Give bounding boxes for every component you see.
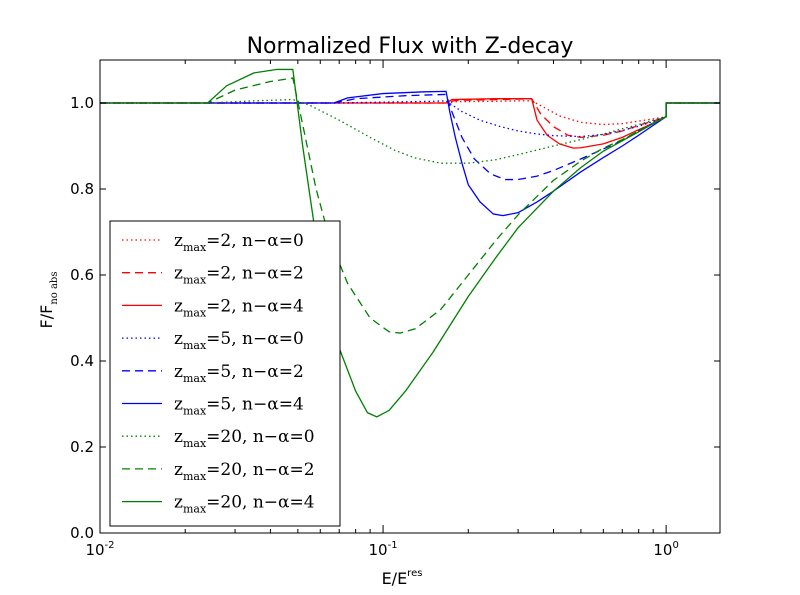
x-tick-label: 100: [653, 540, 678, 559]
series-line-9: [100, 68, 720, 418]
legend-box: [109, 220, 341, 527]
legend-label-3: zmax=2, n−α=4: [174, 296, 304, 319]
series-line-6: [100, 90, 720, 217]
legend-label-2: zmax=2, n−α=2: [174, 264, 304, 287]
y-tick-label: 0.0: [70, 524, 94, 542]
series-layer: [100, 68, 720, 418]
y-tick-label: 0.2: [70, 438, 94, 456]
y-tick-label: 0.6: [70, 266, 94, 284]
x-tick-label: 10-1: [369, 540, 398, 559]
series-line-4: [100, 100, 720, 138]
y-axis-label: F/Fno abs: [37, 272, 60, 329]
legend-label-7: zmax=20, n−α=0: [174, 427, 315, 450]
legend-label-6: zmax=5, n−α=4: [174, 395, 304, 418]
legend-label-8: zmax=20, n−α=2: [174, 460, 315, 483]
chart-title: Normalized Flux with Z-decay: [247, 34, 574, 59]
series-line-7: [100, 98, 720, 164]
x-axis-label: E/Eres: [382, 568, 423, 588]
ticks-layer: 0.0 0.2 0.4 0.6 0.8 1.0 10-2 10-1 100: [70, 60, 720, 559]
series-line-2: [100, 98, 720, 139]
legend-label-9: zmax=20, n−α=4: [174, 493, 315, 516]
legend-label-1: zmax=2, n−α=0: [174, 231, 304, 254]
x-tick-label: 10-2: [85, 540, 114, 559]
legend-label-5: zmax=5, n−α=2: [174, 362, 304, 385]
y-tick-label: 0.4: [70, 352, 94, 370]
plot-frame: [99, 59, 721, 534]
series-line-5: [100, 93, 720, 181]
series-line-1: [100, 100, 720, 126]
legend: zmax=2, n−α=0 zmax=2, n−α=2 zmax=2, n−α=4 z…: [109, 220, 341, 527]
legend-label-4: zmax=5, n−α=0: [174, 329, 304, 352]
series-line-8: [100, 77, 720, 334]
y-tick-label: 0.8: [70, 180, 94, 198]
y-tick-label: 1.0: [70, 94, 94, 112]
